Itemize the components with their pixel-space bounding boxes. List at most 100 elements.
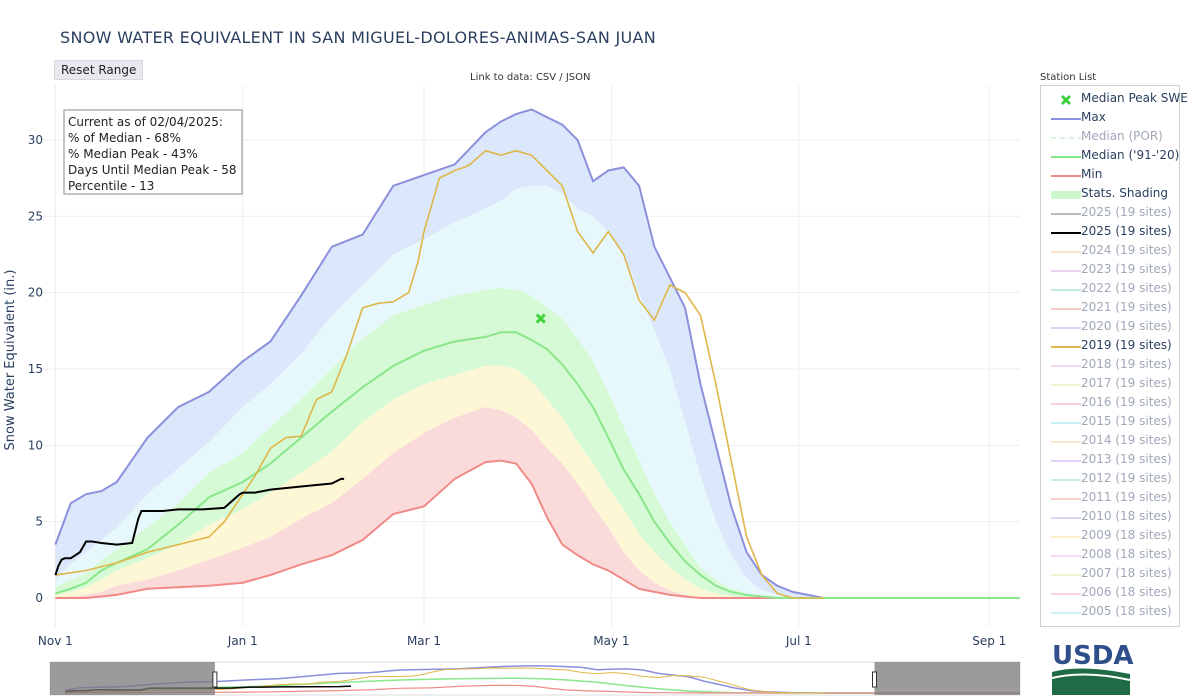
x-tick-label: Jul 1	[785, 634, 812, 648]
legend-label: 2018 (19 sites)	[1081, 357, 1172, 371]
legend-symbol-icon	[1051, 308, 1081, 310]
median-peak-marker	[535, 313, 546, 324]
legend-item[interactable]: 2025 (19 sites)	[1041, 223, 1181, 242]
legend-label: 2015 (19 sites)	[1081, 414, 1172, 428]
legend-label: Stats. Shading	[1081, 186, 1169, 200]
x-tick-label: Nov 1	[38, 634, 73, 648]
usda-logo: USDA	[1050, 640, 1135, 695]
legend-item[interactable]: 2005 (18 sites)	[1041, 603, 1181, 622]
legend-symbol-icon	[1051, 191, 1081, 199]
legend-label: 2013 (19 sites)	[1081, 452, 1172, 466]
x-tick-label: Sep 1	[972, 634, 1006, 648]
y-tick-label: 25	[28, 209, 43, 223]
legend-symbol-icon	[1051, 156, 1081, 158]
legend-item[interactable]: 2025 (19 sites)	[1041, 204, 1181, 223]
y-tick-label: 0	[35, 591, 43, 605]
legend-symbol-icon	[1051, 593, 1081, 595]
reset-range-button[interactable]: Reset Range	[54, 60, 144, 80]
x-tick-label: Jan 1	[227, 634, 258, 648]
legend-symbol-icon	[1051, 441, 1081, 443]
info-box: Current as of 02/04/2025: % of Median - …	[63, 109, 243, 195]
legend-symbol-icon	[1051, 555, 1081, 557]
series-lines	[54, 108, 1020, 599]
legend-item[interactable]: Max	[1041, 109, 1181, 128]
legend-symbol-icon	[1051, 232, 1081, 234]
data-link[interactable]: Link to data: CSV / JSON	[470, 72, 591, 83]
legend-symbol-icon	[1051, 137, 1081, 139]
legend-item[interactable]: 2018 (19 sites)	[1041, 356, 1181, 375]
legend-item[interactable]: 2016 (19 sites)	[1041, 394, 1181, 413]
band-30-10	[55, 365, 1020, 598]
y-tick-label: 30	[28, 133, 43, 147]
legend-symbol-icon	[1051, 270, 1081, 272]
info-line-5: Percentile - 13	[68, 179, 154, 193]
legend-item[interactable]: 2023 (19 sites)	[1041, 261, 1181, 280]
x-tick-label: May 1	[593, 634, 629, 648]
legend-symbol-icon	[1051, 460, 1081, 462]
legend-symbol-icon	[1051, 384, 1081, 386]
y-tick-label: 10	[28, 438, 43, 452]
legend-item[interactable]: 2019 (19 sites)	[1041, 337, 1181, 356]
legend-label: Max	[1081, 110, 1106, 124]
legend-label: Median Peak SWE	[1081, 91, 1188, 105]
range-slider[interactable]	[49, 661, 1021, 696]
legend-symbol-icon	[1051, 612, 1081, 614]
legend-item[interactable]: 2024 (19 sites)	[1041, 242, 1181, 261]
legend-symbol-icon	[1051, 175, 1081, 177]
legend-label: Median ('91-'20)	[1081, 148, 1180, 162]
legend-item[interactable]: 2013 (19 sites)	[1041, 451, 1181, 470]
legend-symbol-icon	[1051, 289, 1081, 291]
info-line-2: % of Median - 68%	[68, 131, 181, 145]
legend-item[interactable]: Median (POR)	[1041, 128, 1181, 147]
legend-item[interactable]: 2022 (19 sites)	[1041, 280, 1181, 299]
legend-symbol-icon	[1051, 574, 1081, 576]
legend-item[interactable]: Median Peak SWE	[1041, 90, 1188, 109]
legend-item[interactable]: Median ('91-'20)	[1041, 147, 1181, 166]
legend-label: 2025 (19 sites)	[1081, 224, 1172, 238]
legend-item[interactable]: 2014 (19 sites)	[1041, 432, 1181, 451]
legend-symbol-icon	[1051, 213, 1081, 215]
legend-label: Min	[1081, 167, 1103, 181]
legend-label: 2010 (18 sites)	[1081, 509, 1172, 523]
legend-symbol-icon	[1051, 327, 1081, 329]
legend-symbol-icon	[1051, 422, 1081, 424]
station-list-legend: Median Peak SWE Max Median (POR) Median ('9…	[1040, 85, 1188, 627]
legend-item[interactable]: 2017 (19 sites)	[1041, 375, 1181, 394]
x-tick-label: Mar 1	[407, 634, 441, 648]
legend-symbol-icon	[1051, 479, 1081, 481]
band-90-70	[55, 185, 1020, 599]
legend-symbol-icon	[1051, 498, 1081, 500]
legend-item[interactable]: 2012 (19 sites)	[1041, 470, 1181, 489]
legend-item[interactable]: 2020 (19 sites)	[1041, 318, 1181, 337]
legend-label: 2020 (19 sites)	[1081, 319, 1172, 333]
legend-item[interactable]: Stats. Shading	[1041, 185, 1181, 204]
legend-label: 2009 (18 sites)	[1081, 528, 1172, 542]
legend-item[interactable]: 2011 (19 sites)	[1041, 489, 1181, 508]
station-list-label: Station List	[1040, 72, 1097, 83]
info-line-3: % Median Peak - 43%	[68, 147, 198, 161]
legend-symbol-icon	[1051, 346, 1081, 348]
legend-item[interactable]: 2015 (19 sites)	[1041, 413, 1181, 432]
axis-ticks: 0 5 10 15 20 25 30 Nov 1 Jan 1 Mar 1 May 1 Jul 1 Sep…	[28, 133, 1007, 648]
range-handle-left[interactable]	[212, 671, 218, 688]
legend-symbol-icon	[1051, 403, 1081, 405]
legend-item[interactable]: 2010 (18 sites)	[1041, 508, 1181, 527]
legend-item[interactable]: 2006 (18 sites)	[1041, 584, 1181, 603]
swe-chart[interactable]: 0 5 10 15 20 25 30 Nov 1 Jan 1 Mar 1 May 1 Jul 1 Sep…	[0, 0, 1030, 700]
range-handle-right[interactable]	[872, 671, 877, 688]
legend-item[interactable]: 2007 (18 sites)	[1041, 565, 1181, 584]
legend-symbol-icon	[1060, 94, 1072, 106]
legend-label: 2005 (18 sites)	[1081, 604, 1172, 618]
legend-item[interactable]: 2009 (18 sites)	[1041, 527, 1181, 546]
legend-symbol-icon	[1051, 365, 1081, 367]
legend-item[interactable]: 2021 (19 sites)	[1041, 299, 1181, 318]
svg-text:USDA: USDA	[1052, 641, 1134, 671]
band-10-min	[55, 407, 1020, 598]
info-line-4: Days Until Median Peak - 58	[68, 163, 237, 177]
legend-item[interactable]: 2008 (18 sites)	[1041, 546, 1181, 565]
legend-symbol-icon	[1051, 517, 1081, 519]
y-tick-label: 5	[35, 515, 43, 529]
legend-label: 2016 (19 sites)	[1081, 395, 1172, 409]
legend-item[interactable]: Min	[1041, 166, 1181, 185]
